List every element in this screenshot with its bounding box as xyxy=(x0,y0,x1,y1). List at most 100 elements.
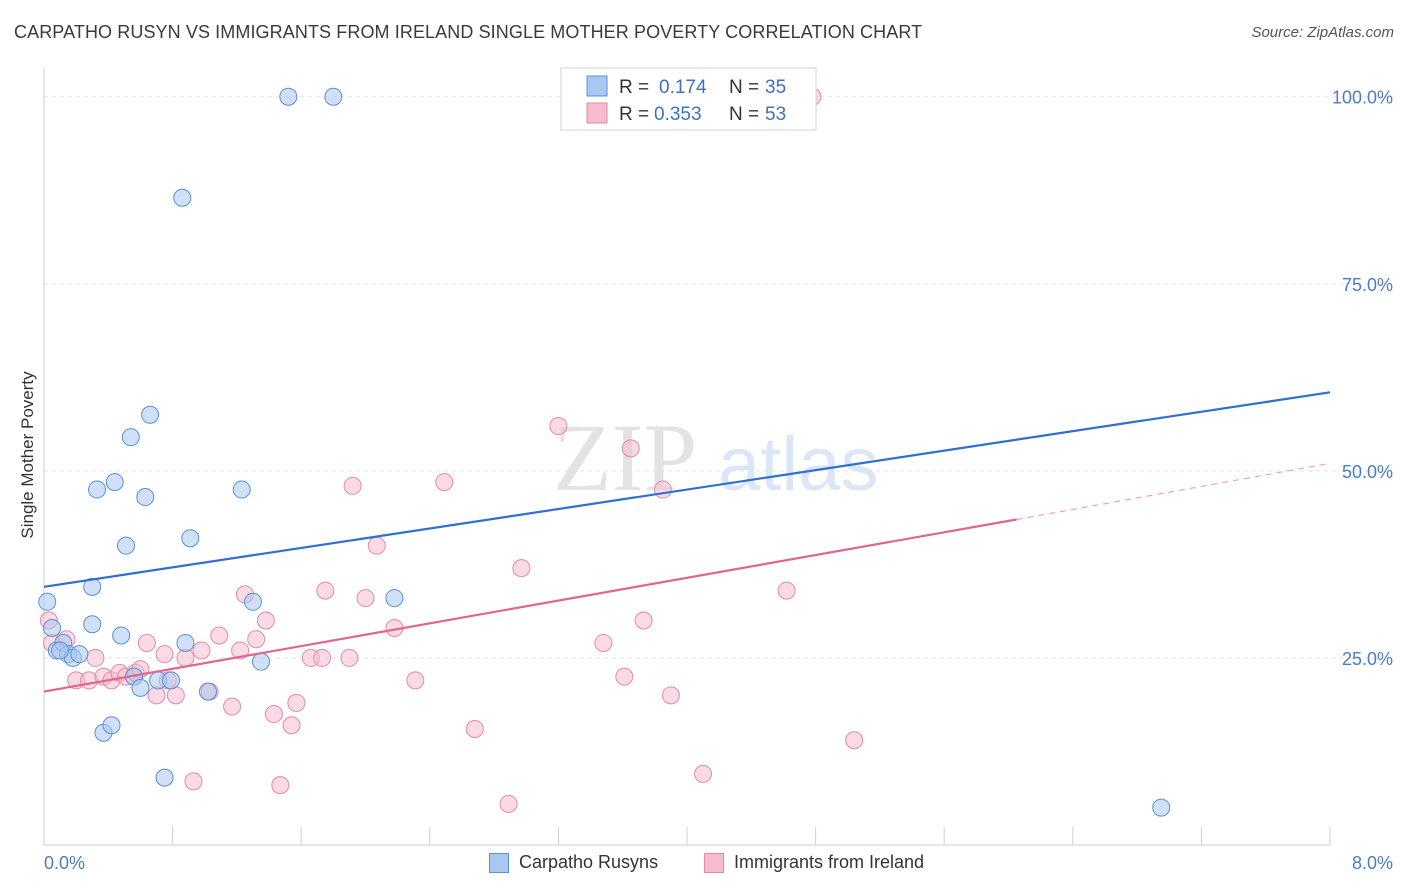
ireland-point-49 xyxy=(653,480,672,499)
ireland-point-25 xyxy=(247,630,266,649)
rusyn-point-6 xyxy=(70,645,89,664)
bottom-legend-swatch-blue xyxy=(489,852,509,873)
ireland-point-16 xyxy=(166,686,185,705)
legend-swatch-pink xyxy=(586,102,608,124)
rusyn-point-12 xyxy=(102,716,121,735)
trendline-immigrants-from-ireland-extension xyxy=(1016,462,1331,521)
legend-r-value-1: 0.174 xyxy=(659,77,707,98)
gridlines xyxy=(44,96,1392,659)
ireland-point-39 xyxy=(406,671,425,690)
rusyn-point-34 xyxy=(1152,798,1171,817)
rusyn-point-9 xyxy=(83,577,102,596)
trendline-immigrants-from-ireland xyxy=(43,518,1017,693)
x-tick-label-0: 0.0% xyxy=(44,853,85,873)
bottom-legend-label-1: Carpatho Rusyns xyxy=(519,852,659,872)
ireland-point-44 xyxy=(549,416,568,435)
rusyn-point-25 xyxy=(176,633,195,652)
rusyn-point-28 xyxy=(232,480,251,499)
ireland-point-29 xyxy=(282,716,301,735)
ireland-point-13 xyxy=(147,686,166,705)
ireland-point-54 xyxy=(845,731,864,750)
y-tick-label-0: 25.0% xyxy=(1342,649,1393,669)
ireland-point-19 xyxy=(192,641,211,660)
rusyn-point-24 xyxy=(173,188,192,207)
ireland-point-12 xyxy=(137,633,156,652)
trendlines xyxy=(43,391,1331,693)
ireland-point-30 xyxy=(287,693,306,712)
watermark: ZIP atlas xyxy=(553,404,879,511)
rusyn-point-27 xyxy=(198,682,217,701)
rusyn-point-1 xyxy=(43,618,62,637)
ireland-point-14 xyxy=(155,645,174,664)
rusyn-point-31 xyxy=(279,87,298,106)
legend-r-label-1: R = xyxy=(619,77,649,98)
legend-r-value-2: 0.353 xyxy=(654,104,702,125)
rusyn-point-20 xyxy=(141,405,160,424)
y-tick-label-2: 75.0% xyxy=(1342,275,1393,295)
ireland-point-51 xyxy=(694,764,713,783)
ireland-point-33 xyxy=(316,581,335,600)
series-carpatho-rusyns xyxy=(38,87,1171,817)
rusyn-point-15 xyxy=(116,536,135,555)
rusyn-point-23 xyxy=(161,671,180,690)
bottom-legend-swatch-pink xyxy=(704,852,724,873)
y-tick-labels: 25.0% 50.0% 75.0% 100.0% xyxy=(1332,88,1393,669)
rusyn-point-29 xyxy=(243,592,262,611)
rusyn-point-22 xyxy=(155,768,174,787)
series-immigrants-from-ireland xyxy=(39,87,864,813)
rusyn-point-16 xyxy=(121,428,140,447)
rusyn-point-33 xyxy=(385,589,404,608)
trendline-carpatho-rusyns xyxy=(43,391,1331,588)
bottom-legend-label-2: Immigrants from Ireland xyxy=(734,852,925,872)
ireland-point-22 xyxy=(223,697,242,716)
rusyn-point-0 xyxy=(38,592,57,611)
rusyn-point-32 xyxy=(324,87,343,106)
rusyn-point-14 xyxy=(112,626,131,645)
ireland-point-26 xyxy=(256,611,275,630)
ireland-point-18 xyxy=(184,772,203,791)
ireland-point-43 xyxy=(512,559,531,578)
ireland-point-41 xyxy=(465,720,484,739)
rusyn-point-26 xyxy=(181,529,200,548)
watermark-zip: ZIP xyxy=(553,404,697,511)
ireland-point-32 xyxy=(313,648,332,667)
rusyn-point-10 xyxy=(88,480,107,499)
x-tick-label-1: 8.0% xyxy=(1352,853,1393,873)
x-ticks: 0.0% 8.0% xyxy=(43,827,1393,873)
ireland-point-46 xyxy=(615,667,634,686)
legend-n-label-2: N = xyxy=(729,104,759,125)
rusyn-point-19 xyxy=(136,488,155,507)
ireland-point-27 xyxy=(264,705,283,724)
ireland-point-45 xyxy=(594,633,613,652)
legend-r-label-2: R = xyxy=(619,104,649,125)
ireland-point-35 xyxy=(343,476,362,495)
ireland-point-17 xyxy=(176,648,195,667)
y-tick-label-3: 100.0% xyxy=(1332,88,1393,108)
ireland-point-5 xyxy=(86,648,105,667)
ireland-point-52 xyxy=(777,581,796,600)
source-label: Source: ZipAtlas.com xyxy=(1251,24,1394,41)
ireland-point-23 xyxy=(231,641,250,660)
ireland-point-50 xyxy=(661,686,680,705)
bottom-legend-item-immigrants-from-ireland: Immigrants from Ireland xyxy=(704,852,924,873)
bottom-legend-item-carpatho-rusyns: Carpatho Rusyns xyxy=(489,852,658,873)
ireland-point-40 xyxy=(435,473,454,492)
rusyn-point-8 xyxy=(83,615,102,634)
ireland-point-36 xyxy=(356,589,375,608)
chart-title: CARPATHO RUSYN VS IMMIGRANTS FROM IRELAN… xyxy=(14,22,923,42)
ireland-point-47 xyxy=(621,439,640,458)
ireland-point-42 xyxy=(499,794,518,813)
legend: R = 0.174 N = 35 R = 0.353 N = 53 xyxy=(560,67,817,131)
legend-n-value-1: 35 xyxy=(765,77,786,98)
ireland-point-48 xyxy=(634,611,653,630)
ireland-point-21 xyxy=(210,626,229,645)
bottom-legend: Carpatho Rusyns Immigrants from Ireland xyxy=(0,852,1406,878)
rusyn-point-18 xyxy=(131,678,150,697)
rusyn-point-30 xyxy=(252,652,271,671)
ireland-point-37 xyxy=(367,536,386,555)
rusyn-point-13 xyxy=(105,473,124,492)
legend-n-label-1: N = xyxy=(729,77,759,98)
ireland-point-34 xyxy=(340,648,359,667)
legend-n-value-2: 53 xyxy=(765,104,786,125)
